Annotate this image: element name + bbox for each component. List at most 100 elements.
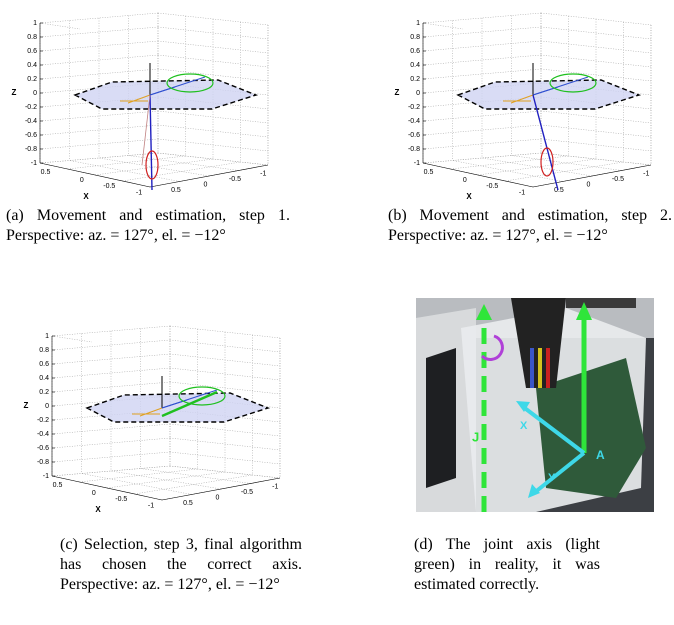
grid-line [81, 473, 192, 495]
axis-line [532, 164, 652, 188]
z-tick-label: 0.2 [27, 76, 37, 83]
grid-line [540, 124, 652, 138]
z-tick-label: -0.2 [25, 104, 37, 111]
z-axis-label: Z [12, 88, 17, 97]
estimated-axis [532, 94, 559, 191]
axis-line [39, 22, 81, 30]
grid-line [98, 157, 210, 177]
axis-line [51, 335, 93, 343]
axis-line [39, 162, 151, 188]
grid-line [140, 468, 251, 484]
grid-line [540, 26, 652, 40]
z-axis-label: Z [24, 401, 29, 410]
y-tick-label: 0.5 [183, 500, 193, 507]
plot-c: 1 0.8 0.6 0.4 0.2 0 -0.2 -0.4 -0.6 -0.8 -1 Z 0.5 0 -0.… [24, 325, 281, 514]
estimated-axis [141, 94, 151, 166]
grid-line [422, 152, 542, 164]
z-tick-label: -0.4 [408, 118, 420, 125]
z-tick-label: 1 [33, 20, 37, 27]
rotation-arrow [480, 334, 504, 361]
y-tick-label: -0.5 [612, 176, 624, 183]
y-tick-label: -0.5 [241, 489, 253, 496]
grid-line [540, 54, 652, 68]
grid-line [79, 468, 198, 483]
grid-line [540, 152, 652, 166]
green-ellipse [178, 386, 226, 406]
grid-line [511, 155, 622, 171]
z-tick-label: 0 [416, 90, 420, 97]
frame-axis [149, 76, 206, 96]
grid-line [69, 160, 180, 182]
y-tick-label: 0.5 [171, 187, 181, 194]
gripper-dark [426, 348, 456, 488]
circuit-board [536, 358, 646, 498]
estimated-axis [149, 94, 153, 191]
plot-b: 1 0.8 0.6 0.4 0.2 0 -0.2 -0.4 -0.6 -0.8 -1 Z 0.5 0 -0.… [395, 12, 652, 201]
z-tick-label: 0.4 [39, 375, 49, 382]
x-tick-label: 0 [463, 177, 467, 184]
red-ellipse [540, 147, 554, 177]
caption-a: (a) Movement and estimation, step 1. Per… [6, 207, 290, 244]
label-a: A [596, 448, 605, 462]
y-tick-label: -1 [643, 171, 649, 178]
z-tick-label: 1 [45, 333, 49, 340]
z-tick-label: 0.8 [39, 347, 49, 354]
grid-line [67, 155, 186, 170]
x-axis-label: X [83, 192, 89, 201]
cable-bundle [566, 298, 636, 308]
axis-line [422, 162, 534, 188]
z-tick-label: 1 [416, 20, 420, 27]
z-tick-label: -0.8 [25, 146, 37, 153]
z-tick-label: -0.2 [37, 417, 49, 424]
plane [85, 392, 271, 423]
y-tick-label: 0 [216, 495, 220, 502]
x-tick-label: -1 [136, 189, 142, 196]
frame-axis [139, 407, 163, 417]
z-arrowhead [576, 302, 592, 320]
y-tick-label: 0 [204, 182, 208, 189]
y-tick-label: 0 [587, 182, 591, 189]
z-tick-label: -1 [31, 160, 37, 167]
grid-line [157, 26, 269, 40]
z-tick-label: -0.6 [37, 445, 49, 452]
z-axis-label: Z [395, 88, 400, 97]
frame-axis [510, 94, 534, 104]
z-tick-label: 0.8 [27, 34, 37, 41]
x-tick-label: 0 [80, 177, 84, 184]
x-axis-label: X [466, 192, 472, 201]
axis-line [149, 164, 269, 188]
axis-line [161, 477, 281, 501]
grid-line [157, 152, 269, 166]
z-tick-label: -0.4 [25, 118, 37, 125]
label-y: Y [548, 472, 556, 484]
z-tick-label: -0.6 [25, 132, 37, 139]
grid-line [169, 437, 281, 451]
grid-line [481, 157, 593, 177]
axis-line [422, 22, 464, 30]
y-tick-label: -1 [272, 484, 278, 491]
grid-line [157, 54, 269, 68]
x-axis-arrow [520, 404, 586, 455]
grid-line [110, 470, 222, 490]
x-arrowhead [516, 401, 530, 412]
x-tick-label: 0 [92, 490, 96, 497]
axis-line [51, 475, 163, 501]
y-tick-label: 0.5 [554, 187, 564, 194]
z-tick-label: 0.4 [410, 62, 420, 69]
z-tick-label: -1 [414, 160, 420, 167]
frame-axis [161, 389, 218, 409]
caption-b: (b) Movement and estimation, step 2. Per… [388, 207, 672, 244]
joint-arrowhead [476, 304, 492, 320]
frame-axis [532, 76, 589, 96]
label-j: J [472, 429, 479, 444]
z-tick-label: 0.2 [410, 76, 420, 83]
z-tick-label: -0.4 [37, 431, 49, 438]
z-tick-label: -0.6 [408, 132, 420, 139]
selected-axis [161, 390, 218, 418]
grid-line [169, 367, 281, 381]
plot-a: 1 0.8 0.6 0.4 0.2 0 -0.2 -0.4 -0.6 -0.8 -1 Z 0.5 0 -0.… [12, 12, 269, 201]
photo: J X Y A [416, 298, 654, 512]
label-x: X [520, 420, 528, 432]
grid-line [51, 465, 171, 477]
